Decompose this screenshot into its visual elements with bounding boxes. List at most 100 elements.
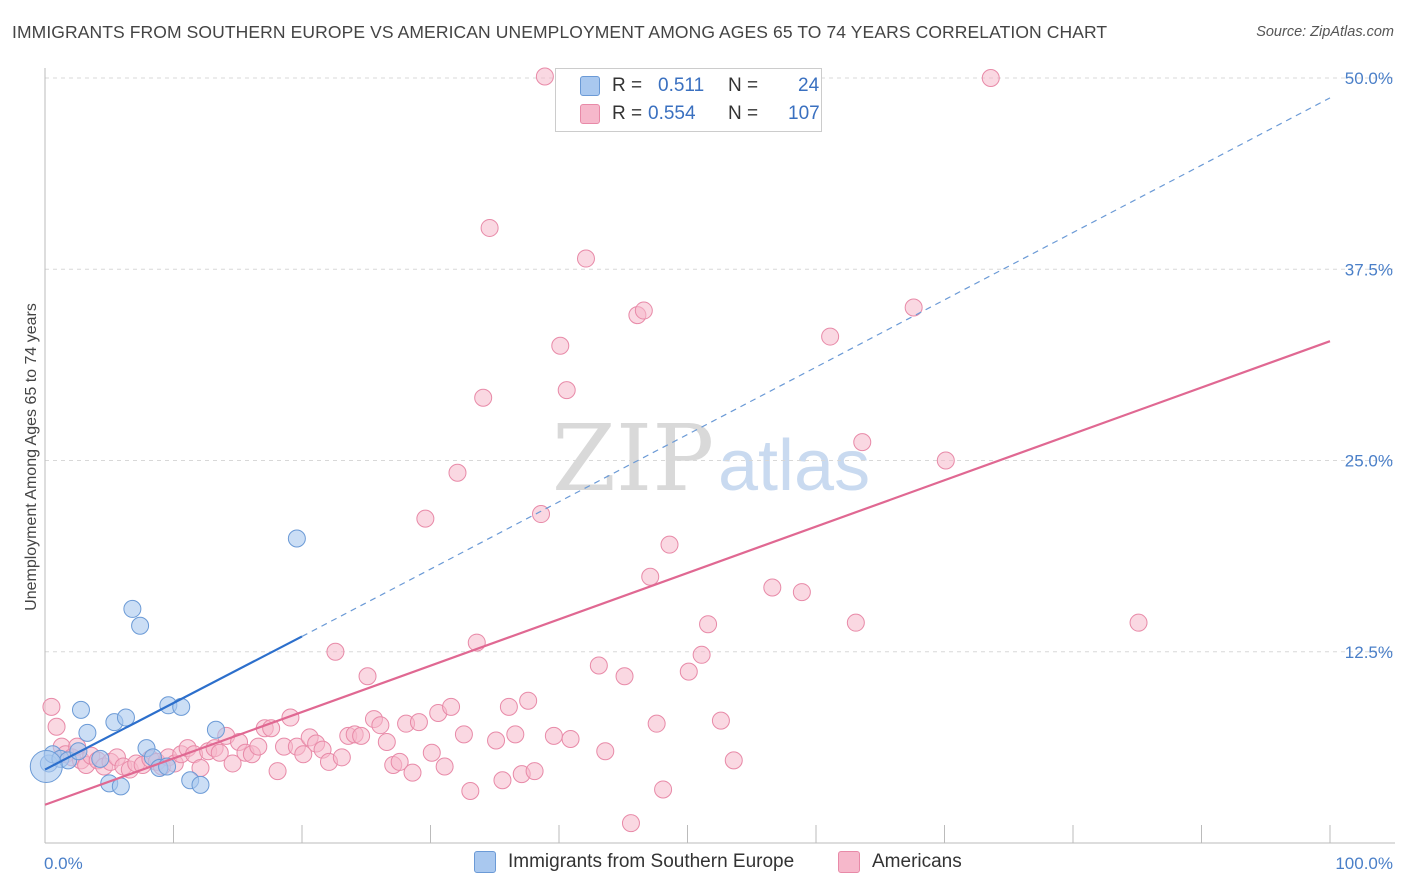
americans-point <box>377 733 396 752</box>
bottom-legend-swatch-pink <box>838 851 860 873</box>
x-tick-label: 0.0% <box>44 854 83 873</box>
americans-point <box>660 535 679 554</box>
immigrants-point <box>71 700 90 719</box>
legend-swatch-blue <box>580 76 600 96</box>
immigrants-point <box>206 720 225 739</box>
americans-point <box>371 716 390 735</box>
americans-point <box>1129 613 1148 632</box>
americans-point <box>654 780 673 799</box>
legend-r-label: R = <box>612 103 643 124</box>
americans-point <box>249 737 268 756</box>
y-tick-label: 50.0% <box>1345 69 1393 88</box>
americans-point <box>416 509 435 528</box>
americans-point <box>210 743 229 762</box>
americans-point <box>641 567 660 586</box>
americans-point <box>352 726 371 745</box>
americans-point <box>589 656 608 675</box>
y-tick-label: 25.0% <box>1345 452 1393 471</box>
americans-point <box>332 748 351 767</box>
americans-point <box>480 218 499 237</box>
americans-points <box>42 67 1148 833</box>
tick-labels: 12.5% 25.0% 37.5% 50.0% 0.0% 100.0% <box>44 69 1393 873</box>
americans-point <box>692 645 711 664</box>
americans-point <box>409 713 428 732</box>
legend-n-value: 107 <box>788 103 820 124</box>
americans-point <box>474 388 493 407</box>
americans-point <box>711 711 730 730</box>
watermark-atlas: atlas <box>718 426 870 506</box>
americans-point <box>294 745 313 764</box>
bottom-legend-label: Americans <box>872 851 962 872</box>
americans-point <box>493 771 512 790</box>
americans-point <box>846 613 865 632</box>
immigrants-point <box>131 616 150 635</box>
axes <box>44 68 1395 844</box>
source-label: Source: ZipAtlas.com <box>1256 24 1394 40</box>
bottom-legend-americans: Americans <box>838 851 962 873</box>
americans-point <box>525 762 544 781</box>
immigrants-point <box>116 708 135 727</box>
americans-point <box>358 667 377 686</box>
bottom-legend-label: Immigrants from Southern Europe <box>508 851 795 872</box>
correlation-legend: R = 0.511 N = 24 R = 0.554 N = 107 <box>555 68 822 132</box>
immigrants-point <box>287 529 306 548</box>
americans-point <box>792 583 811 602</box>
legend-n-label: N = <box>728 103 759 124</box>
immigrants-trend-extension <box>301 97 1331 637</box>
chart-title: IMMIGRANTS FROM SOUTHERN EUROPE VS AMERI… <box>12 22 1108 42</box>
americans-point <box>557 381 576 400</box>
americans-point <box>699 615 718 634</box>
americans-point <box>535 67 554 86</box>
americans-point <box>763 578 782 597</box>
americans-point <box>853 433 872 452</box>
legend-swatch-pink <box>580 104 600 124</box>
americans-point <box>936 451 955 470</box>
americans-point <box>326 642 345 661</box>
bottom-legend-swatch-blue <box>474 851 496 873</box>
trend-lines <box>44 97 1331 806</box>
x-tick-label: 100.0% <box>1335 854 1393 873</box>
americans-point <box>596 742 615 761</box>
americans-point <box>981 69 1000 87</box>
immigrants-points <box>29 529 306 796</box>
y-tick-label: 37.5% <box>1345 260 1393 279</box>
americans-point <box>422 743 441 762</box>
americans-point <box>506 725 525 744</box>
americans-point <box>724 751 743 770</box>
americans-point <box>268 762 287 781</box>
americans-point <box>904 298 923 317</box>
americans-trend-line <box>44 340 1331 806</box>
immigrants-point <box>191 775 210 794</box>
immigrants-point <box>78 723 97 742</box>
americans-point <box>223 754 242 773</box>
bottom-legend-immigrants: Immigrants from Southern Europe <box>474 851 794 873</box>
watermark-zip: ZIP <box>552 405 714 512</box>
americans-point <box>576 249 595 268</box>
americans-point <box>435 757 454 776</box>
immigrants-point-large <box>29 750 63 783</box>
americans-point <box>499 697 518 716</box>
americans-point <box>621 814 640 833</box>
americans-point <box>47 717 66 736</box>
americans-point <box>532 505 551 524</box>
americans-point <box>442 697 461 716</box>
americans-point <box>647 714 666 733</box>
americans-point <box>461 781 480 800</box>
americans-point <box>615 667 634 686</box>
americans-point <box>544 726 563 745</box>
americans-point <box>519 691 538 710</box>
y-tick-label: 12.5% <box>1345 643 1393 662</box>
legend-n-value: 24 <box>798 75 820 96</box>
americans-point <box>487 731 506 750</box>
americans-point <box>403 763 422 782</box>
legend-r-label: R = <box>612 75 643 96</box>
americans-point <box>448 463 467 482</box>
immigrants-point <box>123 599 142 618</box>
immigrants-trend-line <box>44 635 303 771</box>
americans-point <box>390 752 409 771</box>
americans-point <box>561 729 580 748</box>
americans-point <box>42 697 61 716</box>
watermark: ZIP atlas <box>552 405 870 512</box>
legend-n-label: N = <box>728 75 759 96</box>
